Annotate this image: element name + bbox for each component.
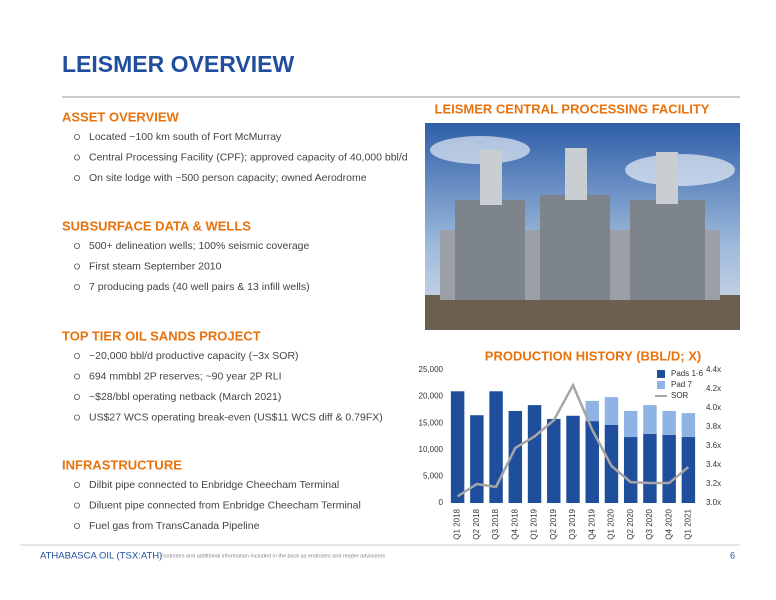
bullet-marker: [74, 154, 81, 161]
y-tick-label: 15,000: [419, 418, 444, 427]
page-number: 6: [730, 550, 735, 560]
bar-segment: [681, 413, 696, 438]
x-tick-label: Q4 2018: [510, 508, 519, 539]
x-tick-label: Q4 2019: [587, 508, 596, 539]
section-heading: TOP TIER OIL SANDS PROJECT: [62, 328, 261, 343]
bullet-text: 500+ delineation wells; 100% seismic cov…: [89, 240, 309, 252]
bar-segment: [604, 397, 619, 425]
x-tick-label: Q2 2020: [626, 508, 635, 539]
y2-tick-label: 4.4x: [706, 365, 721, 374]
bullet-marker: [74, 283, 81, 290]
chart-title: PRODUCTION HISTORY (BBL/D; X): [485, 348, 701, 363]
x-tick-label: Q3 2018: [491, 508, 500, 539]
bullet-marker: [74, 373, 81, 380]
x-tick-label: Q3 2020: [645, 508, 654, 539]
x-tick-label: Q1 2020: [607, 508, 616, 539]
bar-segment: [527, 405, 542, 503]
bullet-text: ~$28/bbl operating netback (March 2021): [89, 391, 281, 403]
y2-tick-label: 3.2x: [706, 479, 721, 488]
section-heading: INFRASTRUCTURE: [62, 457, 182, 472]
bullet-text: Central Processing Facility (CPF); appro…: [89, 151, 408, 163]
x-tick-label: Q2 2019: [549, 508, 558, 539]
bullet-text: 694 mmbbl 2P reserves; ~90 year 2P RLI: [89, 370, 282, 382]
bar-segment: [566, 415, 580, 503]
bar-segment: [489, 391, 503, 503]
bullet-text: Located ~100 km south of Fort McMurray: [89, 131, 282, 143]
footer-company: ATHABASCA OIL (TSX:ATH): [40, 551, 162, 562]
section-heading: ASSET OVERVIEW: [62, 109, 180, 124]
bar-segment: [585, 400, 599, 422]
bar-segment: [623, 410, 638, 438]
bar-segment: [547, 418, 561, 503]
y2-tick-label: 3.8x: [706, 422, 721, 431]
bar-segment: [662, 410, 676, 435]
y-tick-label: 25,000: [419, 365, 444, 374]
bullet-marker: [74, 414, 81, 421]
y2-tick-label: 3.4x: [706, 460, 721, 469]
bar-segment: [662, 434, 676, 503]
bullet-marker: [74, 352, 81, 359]
bullet-marker: [74, 481, 81, 488]
bullet-text: First steam September 2010: [89, 260, 222, 272]
bullet-marker: [74, 242, 81, 249]
bullet-text: Fuel gas from TransCanada Pipeline: [89, 520, 260, 532]
slide-title: LEISMER OVERVIEW: [62, 51, 294, 77]
bullet-marker: [74, 502, 81, 509]
bullet-marker: [74, 393, 81, 400]
bullet-text: Diluent pipe connected from Enbridge Che…: [89, 499, 361, 511]
bullet-text: On site lodge with ~500 person capacity;…: [89, 172, 367, 184]
bar-segment: [585, 421, 599, 503]
legend-label: Pad 7: [671, 380, 692, 389]
y-tick-label: 10,000: [419, 445, 444, 454]
bullet-marker: [74, 263, 81, 270]
legend-swatch: [657, 370, 665, 378]
y2-tick-label: 4.0x: [706, 403, 721, 412]
y2-tick-label: 4.2x: [706, 384, 721, 393]
bullet-marker: [74, 523, 81, 530]
photo: [425, 123, 740, 330]
bar-segment: [623, 437, 638, 503]
y-tick-label: 20,000: [419, 392, 444, 401]
legend-swatch: [657, 381, 665, 389]
photo-title: LEISMER CENTRAL PROCESSING FACILITY: [435, 101, 710, 116]
x-tick-label: Q2 2018: [472, 508, 481, 539]
bullet-text: 7 producing pads (40 well pairs & 13 inf…: [89, 281, 310, 293]
bullet-text: US$27 WCS operating break-even (US$11 WC…: [89, 411, 383, 423]
sor-line: [456, 382, 690, 498]
legend-label: Pads 1-6: [671, 369, 704, 378]
y2-tick-label: 3.6x: [706, 441, 721, 450]
bullet-marker: [74, 174, 81, 181]
bar-segment: [470, 415, 484, 503]
section-heading: SUBSURFACE DATA & WELLS: [62, 218, 251, 233]
x-tick-label: Q1 2018: [453, 508, 462, 539]
x-tick-label: Q1 2019: [530, 508, 539, 539]
bar-segment: [681, 437, 696, 503]
x-tick-label: Q1 2021: [683, 508, 692, 539]
bar-segment: [450, 391, 465, 503]
bar-segment: [508, 410, 523, 503]
legend-label: SOR: [671, 391, 689, 400]
bar-segment: [643, 433, 657, 503]
footer-note: Footnotes and additional information inc…: [160, 553, 385, 559]
bar-segment: [643, 405, 657, 434]
x-tick-label: Q3 2019: [568, 508, 577, 539]
y-tick-label: 5,000: [423, 472, 444, 481]
bullet-marker: [74, 133, 81, 140]
y-tick-label: 0: [439, 498, 444, 507]
y2-tick-label: 3.0x: [706, 498, 721, 507]
x-tick-label: Q4 2020: [664, 508, 673, 539]
bullet-text: Dilbit pipe connected to Enbridge Cheech…: [89, 479, 339, 491]
bullet-text: ~20,000 bbl/d productive capacity (~3x S…: [89, 350, 299, 362]
